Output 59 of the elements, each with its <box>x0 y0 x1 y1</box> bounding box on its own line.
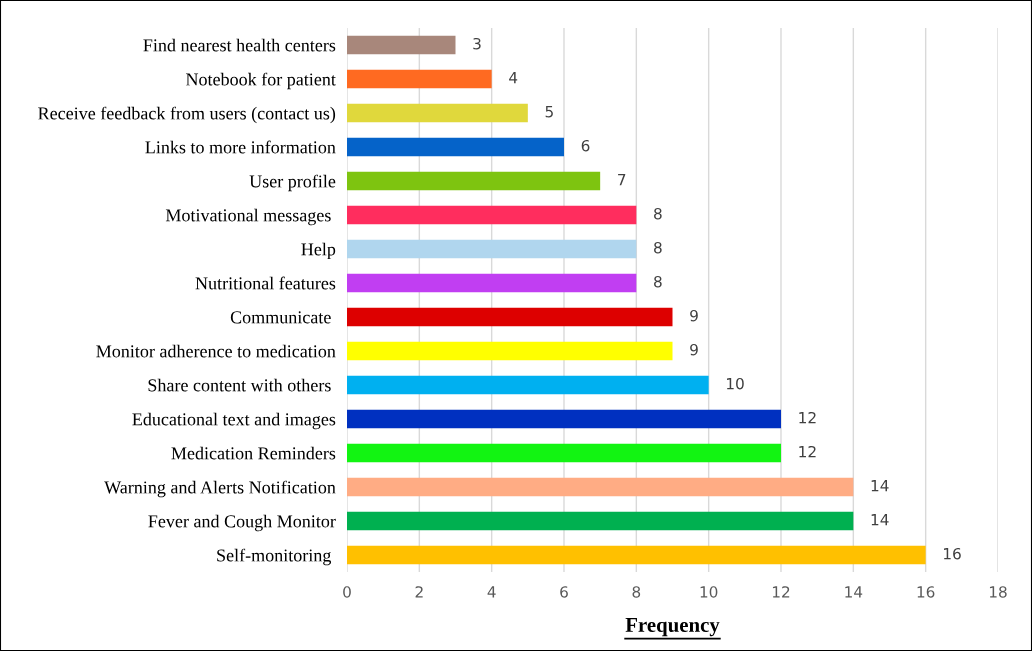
y-tick-label: User profile <box>249 174 336 192</box>
y-tick-label: Monitor adherence to medication <box>96 344 336 358</box>
data-label: 8 <box>654 241 662 254</box>
bar <box>347 341 673 361</box>
y-tick-label: Communicate <box>230 311 331 324</box>
x-tick-label: 6 <box>560 586 568 598</box>
bar <box>347 409 781 429</box>
y-tick-label: Receive feedback from users (contact us) <box>38 106 336 124</box>
bar <box>347 477 854 497</box>
bar <box>347 69 492 89</box>
x-tick-label: 16 <box>917 586 935 598</box>
bar <box>347 205 637 225</box>
y-tick-label: Fever and Cough Monitor <box>148 514 336 532</box>
x-tick-label: 14 <box>845 586 863 598</box>
y-tick-label: Notebook for patient <box>185 72 336 90</box>
x-tick-label: 10 <box>700 586 718 598</box>
bar <box>347 443 781 463</box>
data-label: 16 <box>944 547 961 560</box>
y-tick-label: Self-monitoring <box>217 548 332 566</box>
x-tick-label: 2 <box>415 586 423 598</box>
bar <box>347 273 637 293</box>
y-tick-label: Share content with others <box>148 378 331 392</box>
data-label: 8 <box>654 207 662 220</box>
bar <box>347 511 854 531</box>
y-tick-label: Find nearest health centers <box>143 38 336 52</box>
bar <box>347 239 637 259</box>
data-label: 8 <box>654 275 662 288</box>
data-label: 9 <box>690 343 698 356</box>
x-tick-label: 0 <box>343 586 351 598</box>
bar <box>347 545 926 565</box>
data-label: 12 <box>799 411 816 424</box>
y-tick-label: Nutritional features <box>195 276 336 290</box>
x-axis-title: Frequency <box>625 618 720 637</box>
data-label: 14 <box>871 514 889 526</box>
data-label: 7 <box>618 174 626 186</box>
y-tick-label: Links to more information <box>145 140 336 154</box>
data-label: 3 <box>473 37 481 50</box>
x-tick-label: 18 <box>989 586 1007 598</box>
data-label: 5 <box>545 106 553 118</box>
x-tick-label: 12 <box>772 586 790 598</box>
bar <box>347 171 601 191</box>
data-label: 12 <box>799 445 816 458</box>
data-label: 6 <box>581 139 590 152</box>
bar <box>347 307 673 327</box>
bar <box>347 137 564 157</box>
bar <box>347 103 528 123</box>
y-tick-label: Educational text and images <box>132 412 336 430</box>
data-label: 14 <box>871 480 889 492</box>
y-tick-label: Motivational messages <box>165 208 331 226</box>
data-label: 9 <box>690 309 698 322</box>
y-tick-label: Warning and Alerts Notification <box>104 480 336 498</box>
x-tick-label: 4 <box>487 586 496 598</box>
x-tick-label: 8 <box>632 586 641 598</box>
data-label: 4 <box>509 72 518 84</box>
bar <box>347 35 456 55</box>
y-tick-label: Medication Reminders <box>171 446 336 460</box>
y-tick-label: Help <box>301 242 336 260</box>
data-label: 10 <box>727 377 744 390</box>
bar <box>347 375 709 395</box>
